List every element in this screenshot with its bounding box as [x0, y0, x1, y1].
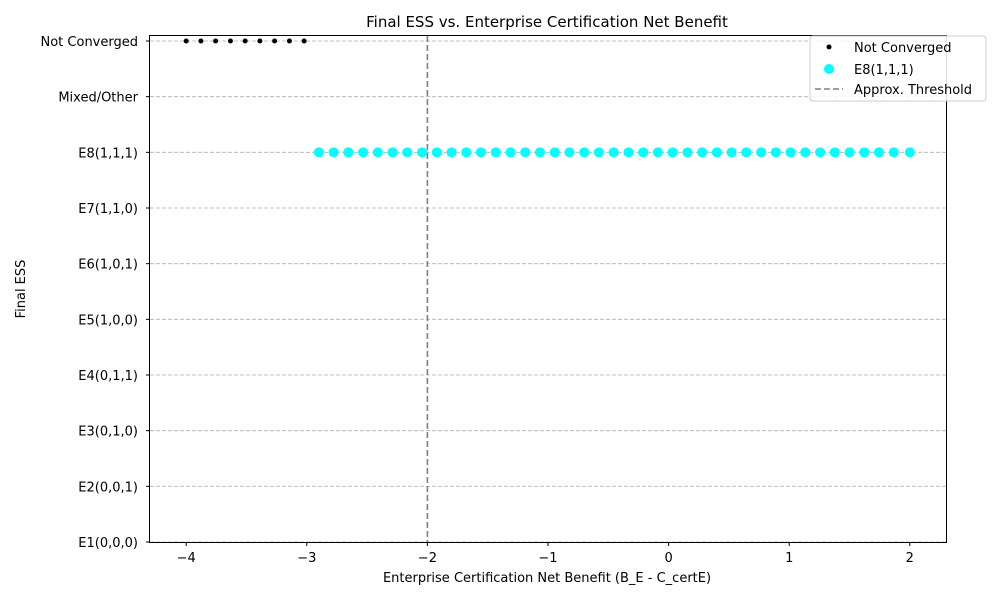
e8-point	[387, 147, 398, 158]
e8-point	[402, 147, 413, 158]
x-axis: −4 −3 −2 −1 0 1 2	[177, 542, 914, 566]
e8-point	[417, 147, 428, 158]
x-tick-label: −3	[297, 551, 316, 566]
e8-point	[741, 147, 752, 158]
e8-point	[461, 147, 472, 158]
e8-point	[490, 147, 501, 158]
x-tick-label: −2	[418, 551, 437, 566]
e8-point	[520, 147, 531, 158]
e8-point	[446, 147, 457, 158]
x-tick-label: −1	[538, 551, 557, 566]
e8-point	[549, 147, 560, 158]
e8-point	[815, 147, 826, 158]
y-tick-label: E7(1,1,0)	[78, 202, 138, 217]
e8-point	[859, 147, 870, 158]
y-tick-label: E5(1,0,0)	[78, 313, 138, 328]
e8-point	[608, 147, 619, 158]
e8-point	[564, 147, 575, 158]
chart-title: Final ESS vs. Enterprise Certification N…	[366, 13, 728, 31]
not-converged-point	[183, 38, 189, 44]
y-axis: E1(0,0,0) E2(0,0,1) E3(0,1,0) E4(0,1,1) E5(1…	[41, 35, 150, 551]
x-tick-label: 2	[906, 551, 914, 566]
e8-point	[328, 147, 339, 158]
legend-label: Approx. Threshold	[854, 83, 972, 98]
y-tick-label: E6(1,0,1)	[78, 258, 138, 273]
e8-point	[638, 147, 649, 158]
e8-point	[888, 147, 899, 158]
e8-point	[756, 147, 767, 158]
e8-point	[682, 147, 693, 158]
e8-point	[593, 147, 604, 158]
e8-point	[829, 147, 840, 158]
not-converged-point	[272, 38, 278, 44]
legend: Not Converged E8(1,1,1) Approx. Threshold	[809, 35, 987, 102]
not-converged-point	[301, 38, 307, 44]
e8-point	[785, 147, 796, 158]
y-tick-label: E4(0,1,1)	[78, 369, 138, 384]
e8-point	[358, 147, 369, 158]
not-converged-point	[227, 38, 233, 44]
e8-point	[697, 147, 708, 158]
legend-label: E8(1,1,1)	[854, 63, 914, 78]
y-tick-label: Not Converged	[41, 35, 139, 50]
y-tick-label: E1(0,0,0)	[78, 536, 138, 551]
legend-marker-e8	[824, 64, 834, 74]
legend-marker-not-converged	[826, 44, 832, 50]
y-tick-label: E8(1,1,1)	[78, 146, 138, 161]
not-converged-point	[257, 38, 263, 44]
e8-point	[770, 147, 781, 158]
grid-lines	[150, 40, 946, 543]
e8-point	[844, 147, 855, 158]
e8-point	[534, 147, 545, 158]
e8-point	[904, 147, 915, 158]
y-axis-title: Final ESS	[14, 260, 29, 319]
x-tick-label: −4	[177, 551, 196, 566]
e8-point	[579, 147, 590, 158]
e8-point	[726, 147, 737, 158]
e8-point	[623, 147, 634, 158]
not-converged-point	[213, 38, 219, 44]
e8-point	[343, 147, 354, 158]
e8-point	[372, 147, 383, 158]
legend-box	[809, 35, 987, 102]
e8-point	[652, 147, 663, 158]
e8-point	[505, 147, 516, 158]
e8-point	[431, 147, 442, 158]
data-points	[183, 38, 915, 158]
e8-point	[475, 147, 486, 158]
plot-frame	[149, 35, 947, 543]
not-converged-point	[198, 38, 204, 44]
y-tick-label: E3(0,1,0)	[78, 425, 138, 440]
x-tick-label: 0	[664, 551, 672, 566]
not-converged-point	[286, 38, 292, 44]
e8-point	[711, 147, 722, 158]
y-tick-label: E2(0,0,1)	[78, 480, 138, 495]
e8-point	[800, 147, 811, 158]
x-tick-label: 1	[785, 551, 793, 566]
y-tick-label: Mixed/Other	[58, 91, 138, 106]
x-axis-title: Enterprise Certification Net Benefit (B_…	[383, 571, 711, 586]
e8-point	[667, 147, 678, 158]
not-converged-point	[242, 38, 248, 44]
e8-point	[313, 147, 324, 158]
e8-point	[873, 147, 884, 158]
legend-label: Not Converged	[854, 41, 952, 56]
